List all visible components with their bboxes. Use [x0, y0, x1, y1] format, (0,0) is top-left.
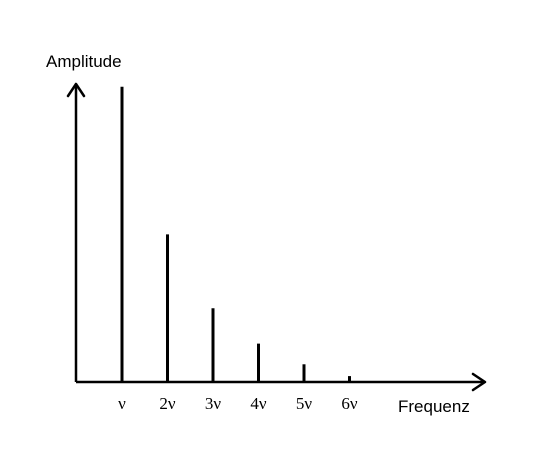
x-axis-label: Frequenz: [398, 397, 470, 416]
x-axis-arrowhead: [471, 372, 487, 392]
y-axis-arrowhead: [66, 82, 86, 98]
x-tick-label-2: 2ν: [159, 394, 176, 413]
bars-group: [120, 86, 351, 382]
x-tick-label-6: 6ν: [341, 394, 358, 413]
x-tick-label-1: ν: [118, 394, 126, 413]
y-axis-label: Amplitude: [46, 52, 122, 71]
x-tick-label-4: 4ν: [250, 394, 267, 413]
x-tick-label-3: 3ν: [205, 394, 222, 413]
tick-labels-group: ν 2ν 3ν 4ν 5ν 6ν: [118, 394, 358, 413]
x-tick-label-5: 5ν: [296, 394, 313, 413]
